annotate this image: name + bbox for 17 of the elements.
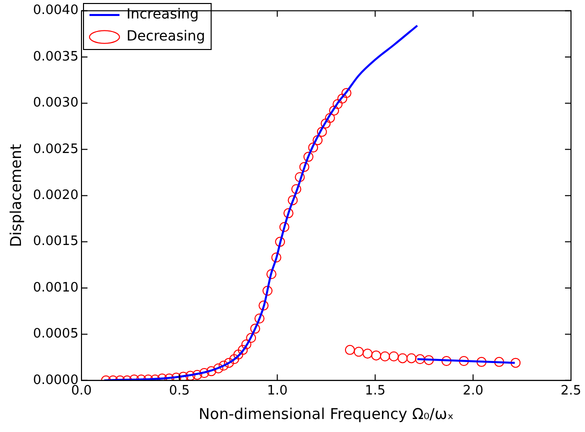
legend-label: Decreasing [126, 28, 206, 45]
y-tick-label: 0.0040 [32, 3, 78, 18]
y-tick-label: 0.0005 [32, 326, 78, 342]
y-tick-label: 0.0025 [32, 142, 78, 157]
legend-label: Increasing [126, 6, 199, 23]
x-axis-title: Non-dimensional Frequency Ω₀/ωₓ [198, 404, 454, 423]
x-tick-label: 2.5 [560, 384, 582, 399]
x-tick-label: 0.5 [169, 384, 190, 399]
y-axis-title: Displacement [6, 144, 25, 248]
y-tick-label: 0.0010 [32, 280, 78, 296]
y-tick-label: 0.0015 [32, 234, 78, 250]
x-tick-label: 1.5 [364, 384, 386, 399]
y-tick-label: 0.0035 [32, 49, 78, 64]
x-tick-label: 1.0 [266, 384, 288, 399]
y-tick-label: 0.0020 [32, 188, 78, 203]
x-tick-label: 2.0 [462, 384, 484, 399]
y-tick-label: 0.0030 [32, 96, 78, 111]
